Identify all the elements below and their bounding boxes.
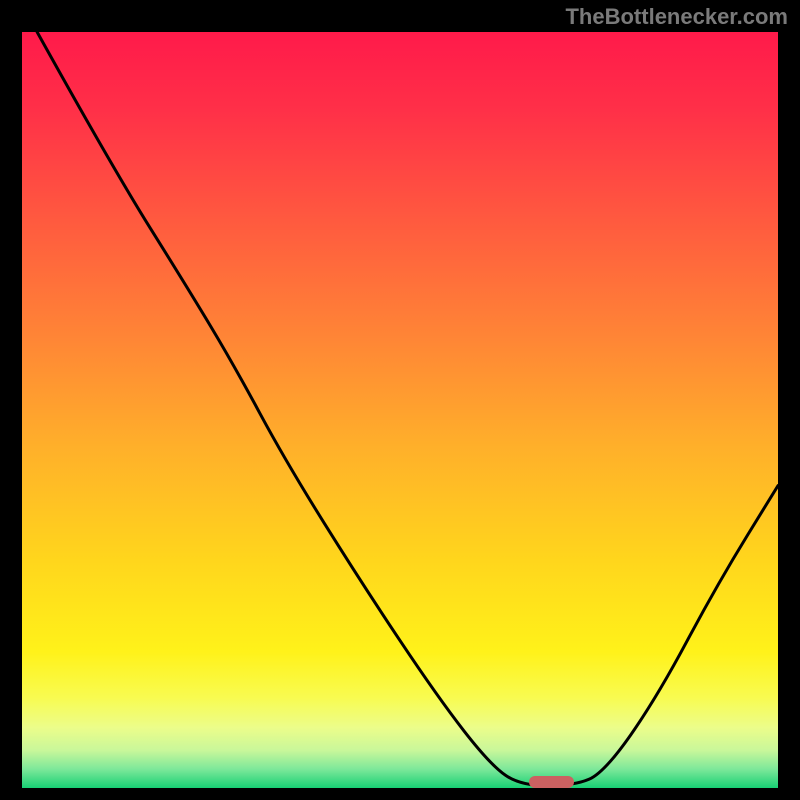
curve-path (37, 32, 778, 786)
bottleneck-curve (22, 32, 778, 788)
chart-container: TheBottlenecker.com (0, 0, 800, 800)
optimal-marker (529, 776, 574, 788)
watermark-text: TheBottlenecker.com (565, 4, 788, 30)
plot-area (22, 32, 778, 788)
